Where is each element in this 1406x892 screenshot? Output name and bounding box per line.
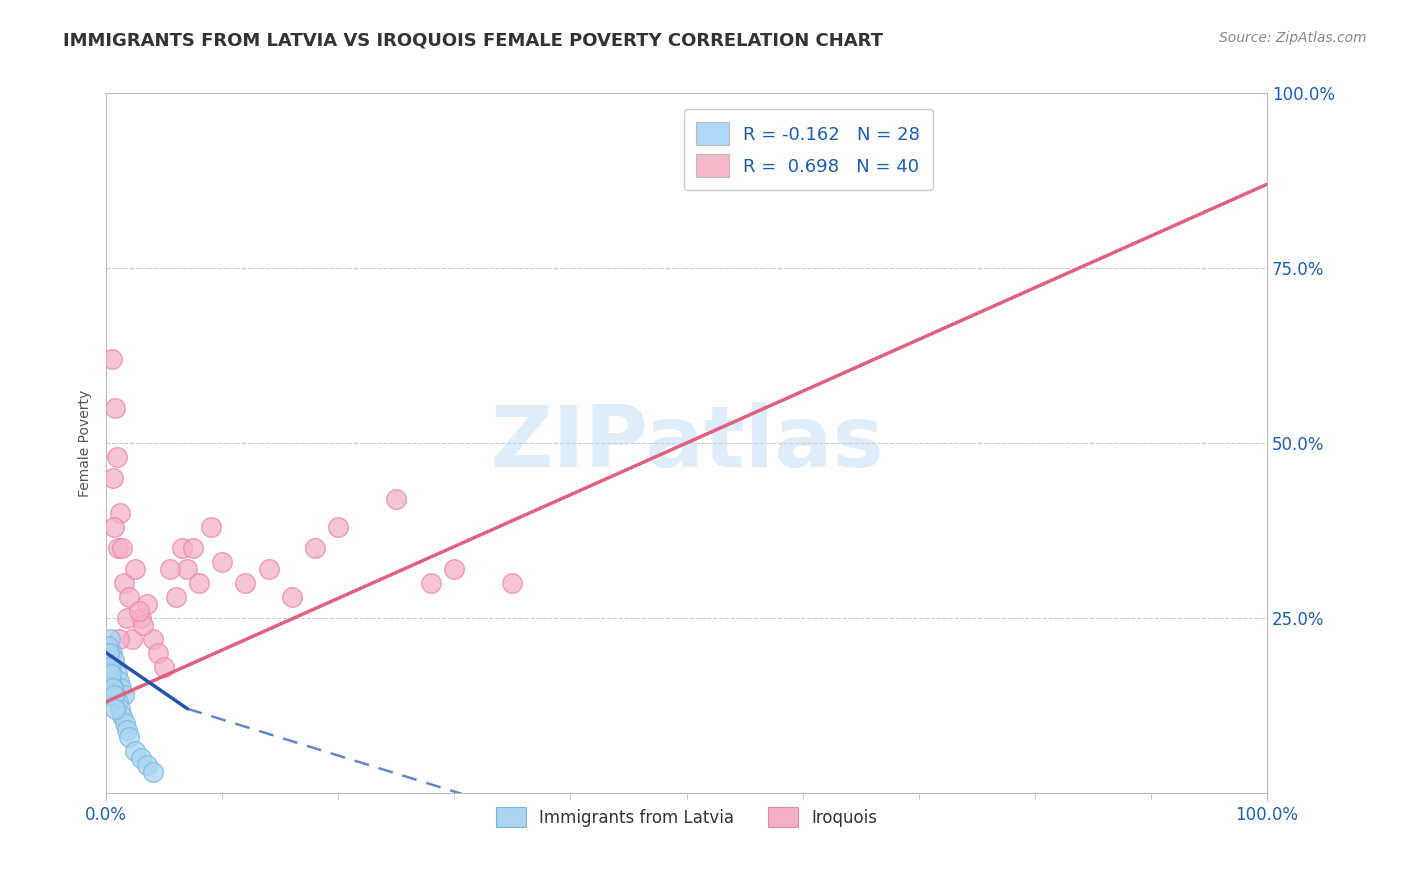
- Y-axis label: Female Poverty: Female Poverty: [79, 390, 93, 497]
- Point: [105, 450, 128, 464]
- Point: [121, 632, 143, 646]
- Text: Source: ZipAtlas.com: Source: ZipAtlas.com: [1219, 31, 1367, 45]
- Point: [107, 695, 129, 709]
- Point: [97, 639, 120, 653]
- Point: [118, 590, 141, 604]
- Point: [103, 688, 125, 702]
- Point: [115, 723, 138, 737]
- Point: [104, 688, 127, 702]
- Point: [124, 562, 146, 576]
- Legend: Immigrants from Latvia, Iroquois: Immigrants from Latvia, Iroquois: [489, 801, 884, 833]
- Point: [181, 541, 204, 555]
- Point: [257, 562, 280, 576]
- Point: [104, 702, 127, 716]
- Point: [103, 653, 125, 667]
- Point: [135, 757, 157, 772]
- Point: [129, 750, 152, 764]
- Point: [188, 575, 211, 590]
- Point: [328, 520, 350, 534]
- Point: [148, 646, 170, 660]
- Point: [211, 555, 233, 569]
- Point: [105, 666, 128, 681]
- Point: [98, 646, 121, 660]
- Point: [110, 681, 132, 695]
- Point: [420, 575, 443, 590]
- Point: [159, 562, 181, 576]
- Point: [385, 491, 408, 506]
- Text: IMMIGRANTS FROM LATVIA VS IROQUOIS FEMALE POVERTY CORRELATION CHART: IMMIGRANTS FROM LATVIA VS IROQUOIS FEMAL…: [63, 31, 883, 49]
- Point: [176, 562, 198, 576]
- Point: [235, 575, 257, 590]
- Point: [112, 575, 135, 590]
- Point: [132, 617, 155, 632]
- Point: [101, 681, 124, 695]
- Point: [103, 520, 125, 534]
- Point: [100, 666, 122, 681]
- Point: [101, 352, 124, 367]
- Point: [107, 541, 129, 555]
- Point: [142, 764, 165, 779]
- Point: [281, 590, 304, 604]
- Point: [165, 590, 187, 604]
- Point: [153, 660, 176, 674]
- Point: [128, 604, 150, 618]
- Point: [118, 730, 141, 744]
- Point: [101, 471, 124, 485]
- Point: [142, 632, 165, 646]
- Text: ZIPatlas: ZIPatlas: [489, 401, 883, 484]
- Point: [104, 401, 127, 415]
- Point: [108, 673, 131, 688]
- Point: [101, 681, 124, 695]
- Point: [112, 688, 135, 702]
- Point: [114, 715, 136, 730]
- Point: [100, 660, 122, 674]
- Point: [111, 708, 134, 723]
- Point: [501, 575, 523, 590]
- Point: [443, 562, 465, 576]
- Point: [100, 673, 122, 688]
- Point: [170, 541, 193, 555]
- Point: [129, 611, 152, 625]
- Point: [101, 646, 124, 660]
- Point: [98, 632, 121, 646]
- Point: [98, 646, 121, 660]
- Point: [108, 702, 131, 716]
- Point: [108, 632, 131, 646]
- Point: [108, 506, 131, 520]
- Point: [135, 597, 157, 611]
- Point: [200, 520, 222, 534]
- Point: [304, 541, 326, 555]
- Point: [115, 611, 138, 625]
- Point: [98, 660, 121, 674]
- Point: [111, 541, 134, 555]
- Point: [124, 744, 146, 758]
- Point: [97, 660, 120, 674]
